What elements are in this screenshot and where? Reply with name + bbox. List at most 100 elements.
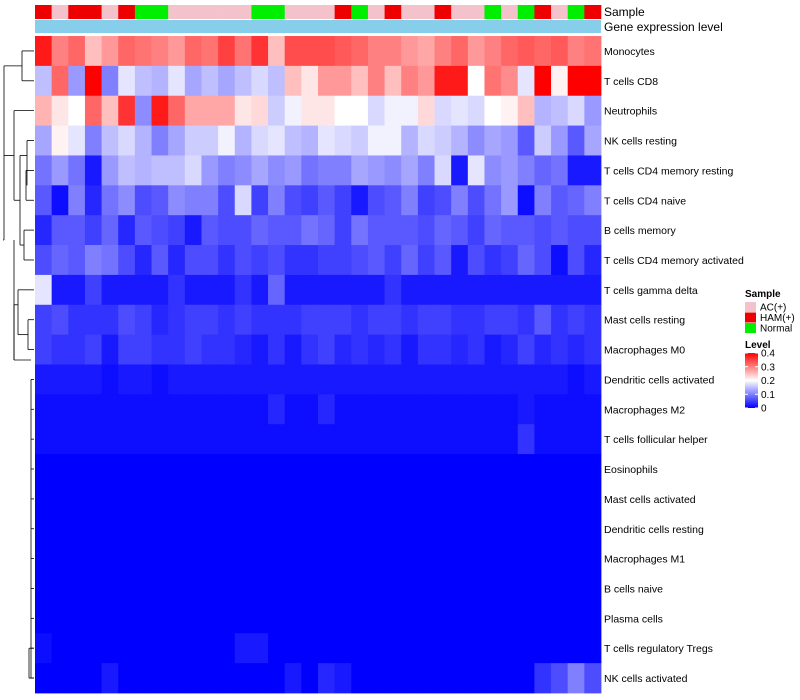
heatmap-cell [184, 454, 202, 485]
heatmap-cell [201, 663, 219, 694]
heatmap-cell [417, 663, 435, 694]
heatmap-cell [318, 394, 336, 425]
sample-annotation-cell [401, 5, 419, 19]
heatmap-cell [318, 155, 336, 186]
heatmap-cell [484, 573, 502, 604]
heatmap-cell [484, 334, 502, 365]
heatmap-cell [184, 603, 202, 634]
heatmap-cell [334, 483, 352, 515]
heatmap-cell [334, 155, 352, 186]
heatmap-cell [467, 334, 485, 365]
heatmap-cell [284, 245, 302, 276]
heatmap-cell [384, 274, 402, 306]
heatmap-cell [517, 65, 535, 97]
heatmap-cell [301, 155, 319, 186]
heatmap-cell [351, 424, 369, 455]
heatmap-cell [134, 334, 152, 365]
heatmap-cell [417, 245, 435, 276]
heatmap-cell [417, 483, 435, 515]
heatmap-cell [351, 573, 369, 604]
row-label: B cells memory [604, 225, 677, 237]
heatmap-cell [101, 36, 119, 67]
heatmap-cell [84, 633, 102, 664]
heatmap-cell [484, 513, 502, 545]
heatmap-cell [251, 424, 269, 455]
heatmap-cell [301, 483, 319, 515]
heatmap-cell [417, 274, 435, 306]
heatmap-cell [367, 274, 385, 306]
heatmap-cell [118, 304, 136, 336]
heatmap-cell [268, 633, 286, 664]
sample-annotation-cell [284, 5, 302, 19]
heatmap-cell [201, 185, 219, 216]
heatmap-cell [234, 65, 252, 97]
heatmap-cell [567, 304, 585, 336]
heatmap-cell [251, 543, 269, 574]
heatmap-cell [351, 274, 369, 306]
heatmap-cell [51, 95, 69, 126]
heatmap-cell [367, 125, 385, 156]
heatmap-cell [451, 513, 469, 545]
sample-annotation-cell [101, 5, 119, 19]
heatmap-cell [201, 424, 219, 455]
heatmap-cell [551, 65, 569, 97]
annotation-label-expression: Gene expression level [604, 20, 723, 34]
heatmap-cell [35, 663, 53, 694]
heatmap-cell [367, 245, 385, 276]
heatmap-cell [268, 483, 286, 515]
heatmap-cell [567, 633, 585, 664]
heatmap-cell [318, 513, 336, 545]
heatmap-cell [534, 185, 552, 216]
row-label: Monocytes [604, 46, 655, 58]
heatmap-cell [434, 274, 452, 306]
heatmap-cell [268, 185, 286, 216]
sample-annotation-cell [367, 5, 385, 19]
heatmap-cell [35, 334, 53, 365]
heatmap-cell [301, 424, 319, 455]
row-label: Neutrophils [604, 106, 657, 118]
heatmap-cell [401, 573, 419, 604]
heatmap-cell [234, 155, 252, 186]
heatmap-cell [434, 245, 452, 276]
heatmap-cell [567, 483, 585, 515]
sample-annotation-cell [517, 5, 535, 19]
heatmap-cell [501, 633, 519, 664]
heatmap-cell [434, 65, 452, 97]
heatmap-cell [101, 155, 119, 186]
heatmap-cell [318, 36, 336, 67]
heatmap-cell [218, 215, 236, 246]
heatmap-cell [301, 215, 319, 246]
heatmap-cell [68, 573, 86, 604]
heatmap-cell [251, 334, 269, 365]
heatmap-cell [35, 513, 53, 545]
row-label: T cells CD4 naive [604, 195, 686, 207]
heatmap-cell [334, 245, 352, 276]
heatmap-cell [451, 483, 469, 515]
heatmap-cell [251, 513, 269, 545]
heatmap-cell [35, 454, 53, 485]
heatmap-cell [268, 543, 286, 574]
heatmap-cell [68, 543, 86, 574]
row-label: T cells regulatory Tregs [604, 643, 713, 655]
heatmap-cell [517, 543, 535, 574]
heatmap-cell [51, 334, 69, 365]
heatmap-cell [184, 95, 202, 126]
heatmap-cell [467, 663, 485, 694]
heatmap-cell [251, 394, 269, 425]
heatmap-cell [301, 543, 319, 574]
row-label: B cells naive [604, 583, 663, 595]
sample-annotation-cell [501, 5, 519, 19]
heatmap-cell [384, 245, 402, 276]
heatmap-cell [84, 215, 102, 246]
heatmap-cell [118, 483, 136, 515]
heatmap-cell [384, 95, 402, 126]
heatmap-cell [301, 36, 319, 67]
heatmap-cell [201, 215, 219, 246]
heatmap-cell [517, 633, 535, 664]
heatmap-cell [151, 394, 169, 425]
heatmap-cell [268, 36, 286, 67]
heatmap-cell [451, 65, 469, 97]
heatmap-cell [417, 424, 435, 455]
heatmap-cell [567, 215, 585, 246]
sample-annotation-cell [434, 5, 452, 19]
